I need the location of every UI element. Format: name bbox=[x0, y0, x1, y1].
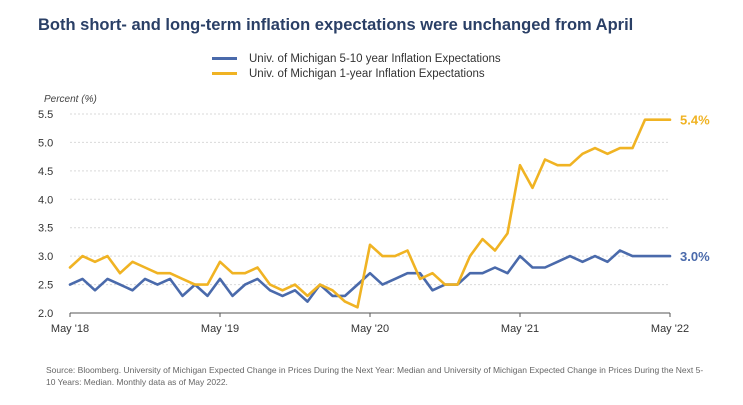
legend-swatch-5-10-year bbox=[212, 57, 237, 60]
series-line-1-year bbox=[68, 118, 672, 309]
y-axis-label: Percent (%) bbox=[44, 94, 97, 105]
series-line-5-10-year bbox=[68, 249, 672, 303]
x-tick-label: May '21 bbox=[501, 323, 539, 335]
y-tick-label: 2.0 bbox=[38, 308, 53, 320]
legend: Univ. of Michigan 5-10 year Inflation Ex… bbox=[212, 51, 501, 81]
chart-title: Both short- and long-term inflation expe… bbox=[38, 16, 634, 34]
x-tick-label: May '18 bbox=[51, 323, 89, 335]
y-tick-label: 5.0 bbox=[38, 137, 53, 149]
y-tick-label: 4.0 bbox=[38, 194, 53, 206]
x-tick-label: May '19 bbox=[201, 323, 239, 335]
legend-item-1-year: Univ. of Michigan 1-year Inflation Expec… bbox=[212, 66, 501, 81]
legend-label-1-year: Univ. of Michigan 1-year Inflation Expec… bbox=[249, 67, 485, 80]
legend-swatch-1-year bbox=[212, 72, 237, 75]
legend-item-5-10-year: Univ. of Michigan 5-10 year Inflation Ex… bbox=[212, 51, 501, 66]
x-tick-label: May '20 bbox=[351, 323, 389, 335]
y-tick-label: 3.5 bbox=[38, 223, 53, 235]
end-label-1-year: 5.4% bbox=[680, 113, 710, 128]
y-tick-label: 2.5 bbox=[38, 280, 53, 292]
y-tick-label: 4.5 bbox=[38, 166, 53, 178]
y-tick-label: 3.0 bbox=[38, 251, 53, 263]
end-label-5-10-year: 3.0% bbox=[680, 249, 710, 264]
y-tick-label: 5.5 bbox=[38, 109, 53, 121]
x-tick-label: May '22 bbox=[651, 323, 689, 335]
source-note: Source: Bloomberg. University of Michiga… bbox=[46, 365, 704, 387]
legend-label-5-10-year: Univ. of Michigan 5-10 year Inflation Ex… bbox=[249, 52, 501, 65]
